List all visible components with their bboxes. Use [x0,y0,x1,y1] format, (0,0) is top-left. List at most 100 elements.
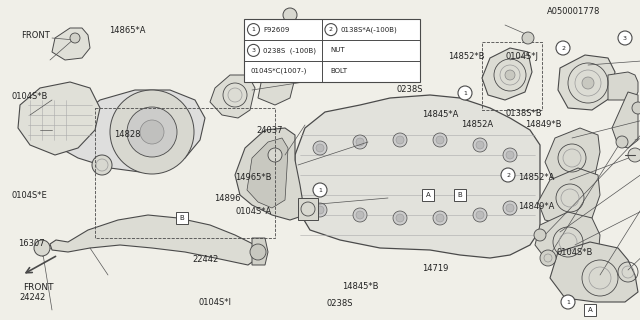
Text: 0238S: 0238S [326,299,353,308]
Text: 14852*A: 14852*A [518,173,555,182]
Text: 1: 1 [566,300,570,305]
Text: 3: 3 [623,36,627,41]
Circle shape [92,155,112,175]
Bar [482,42,542,110]
Text: 14828: 14828 [114,130,140,139]
Bar [422,189,434,201]
Circle shape [436,214,444,222]
Circle shape [313,183,327,197]
Circle shape [503,201,517,215]
Polygon shape [612,92,638,148]
Circle shape [283,8,297,22]
Polygon shape [252,238,268,265]
Text: 14849*B: 14849*B [525,120,561,129]
Polygon shape [295,95,540,258]
Text: 14852A: 14852A [461,120,493,129]
Text: B: B [180,215,184,221]
Circle shape [250,244,266,260]
Polygon shape [258,68,295,105]
Polygon shape [247,138,288,208]
Bar [454,189,466,201]
Circle shape [393,133,407,147]
Bar [584,304,596,316]
Text: 14845*A: 14845*A [422,110,459,119]
Circle shape [632,102,640,114]
Circle shape [313,203,327,217]
Text: A: A [426,192,430,198]
Polygon shape [482,48,532,100]
Circle shape [268,148,282,162]
Text: 14896: 14896 [214,194,241,203]
Text: 0238S: 0238S [397,85,423,94]
Text: 2: 2 [329,27,333,32]
Circle shape [110,90,194,174]
Text: 0238S  (-100B): 0238S (-100B) [264,47,317,54]
Circle shape [356,138,364,146]
Circle shape [476,141,484,149]
Text: 0104S*C(1007-): 0104S*C(1007-) [250,68,307,75]
Circle shape [316,144,324,152]
Text: FRONT: FRONT [23,284,53,292]
Circle shape [522,32,534,44]
Circle shape [505,70,515,80]
Text: 2: 2 [561,45,565,51]
Bar [244,19,420,82]
Circle shape [34,240,50,256]
Text: F92609: F92609 [264,27,290,33]
Text: 14852*B: 14852*B [448,52,484,61]
Circle shape [561,295,575,309]
Circle shape [356,211,364,219]
Polygon shape [535,212,600,268]
Text: 22442: 22442 [192,255,218,264]
Text: 14719: 14719 [422,264,449,273]
Circle shape [396,136,404,144]
Bar [95,108,275,238]
Circle shape [353,208,367,222]
Text: 0104S*B: 0104S*B [557,248,593,257]
Text: 16307: 16307 [18,239,45,248]
Circle shape [248,24,259,36]
Text: 14849*A: 14849*A [518,202,555,211]
Text: A050001778: A050001778 [547,7,600,16]
Text: 0138S*A(-100B): 0138S*A(-100B) [341,26,397,33]
Text: 24242: 24242 [19,293,45,302]
Circle shape [458,86,472,100]
Text: 0104S*J: 0104S*J [506,52,539,61]
Circle shape [506,151,514,159]
Text: 2: 2 [506,172,510,178]
Circle shape [476,211,484,219]
Circle shape [353,135,367,149]
Circle shape [316,206,324,214]
Circle shape [556,41,570,55]
Text: 1: 1 [318,188,322,193]
Circle shape [393,211,407,225]
Polygon shape [235,128,305,220]
Text: 0104S*E: 0104S*E [12,191,47,200]
Circle shape [503,148,517,162]
Text: 1: 1 [463,91,467,95]
Circle shape [140,120,164,144]
Polygon shape [18,82,100,155]
Polygon shape [558,55,615,110]
Text: A: A [588,307,593,313]
Circle shape [127,107,177,157]
Circle shape [396,214,404,222]
Bar [176,212,188,224]
Text: 14965*B: 14965*B [236,173,272,182]
Text: 0104S*I: 0104S*I [198,298,232,307]
Text: 24037: 24037 [256,126,282,135]
Polygon shape [608,72,638,100]
Text: 1: 1 [252,27,255,32]
Text: 14845*B: 14845*B [342,282,379,291]
Text: BOLT: BOLT [330,68,347,74]
Text: NUT: NUT [330,47,344,53]
Polygon shape [58,90,205,172]
Circle shape [436,136,444,144]
Polygon shape [52,28,90,60]
Circle shape [506,204,514,212]
Text: 0138S*B: 0138S*B [506,109,542,118]
Circle shape [540,250,556,266]
Bar [298,198,318,220]
Polygon shape [50,215,262,265]
Polygon shape [545,128,600,182]
